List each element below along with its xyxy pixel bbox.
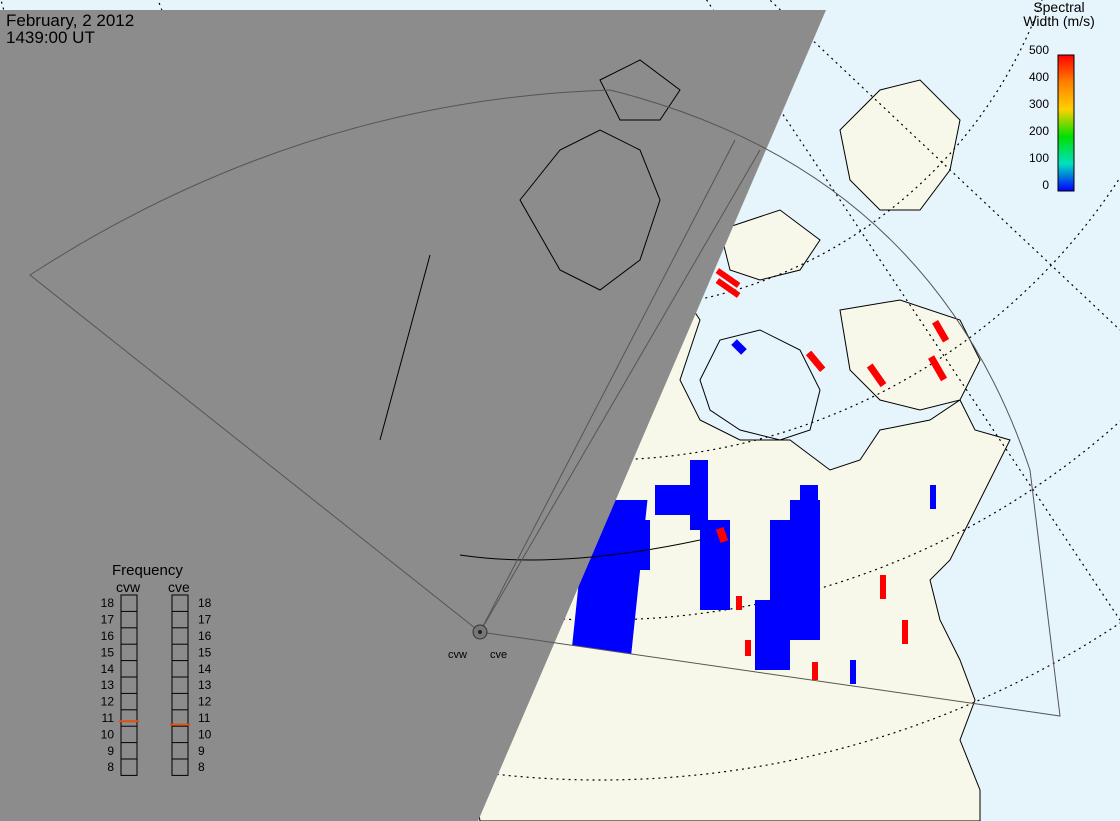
fov-outline: [29, 89, 1061, 717]
color-scale-tick-200: 200: [1029, 124, 1049, 138]
frequency-level-right-11: 11: [198, 711, 211, 725]
us-canada-border: [459, 539, 701, 561]
political-borders: [379, 59, 701, 561]
color-scale-ticks: 500 400 300 200 100 0: [1029, 43, 1049, 192]
color-scale-bar: [1057, 54, 1075, 192]
frequency-title: Frequency: [112, 562, 183, 579]
color-scale: 500 400 300 200 100 0: [1029, 43, 1075, 192]
frequency-col-east: cve: [168, 579, 190, 595]
frequency-level-left-15: 15: [101, 645, 115, 659]
frequency-level-right-9: 9: [198, 744, 205, 758]
frequency-level-right-13: 13: [198, 678, 212, 692]
color-scale-tick-0: 0: [1042, 178, 1049, 192]
date-label: February, 2 2012: [6, 11, 135, 30]
frequency-level-left-12: 12: [101, 695, 115, 709]
frequency-level-right-15: 15: [198, 645, 212, 659]
arctic-islands: [519, 129, 661, 291]
frequency-level-right-16: 16: [198, 629, 212, 643]
frequency-level-right-8: 8: [198, 760, 205, 774]
frequency-level-left-11: 11: [102, 711, 115, 725]
frequency-col-west: cvw: [116, 579, 141, 595]
frequency-panel: Frequency cvw cve 18 18 17 17 16 16 15 15 14 14 13…: [101, 562, 212, 776]
alaska-canada-border: [379, 254, 431, 441]
frequency-column-cve_value: [171, 594, 189, 776]
radar-label-west: cvw: [448, 649, 467, 661]
night-shading: [0, 10, 826, 821]
frequency-level-left-13: 13: [101, 678, 115, 692]
frequency-level-left-14: 14: [101, 662, 115, 676]
hudson-bay-water: [699, 329, 821, 441]
frequency-level-left-18: 18: [101, 596, 115, 610]
frequency-level-right-10: 10: [198, 727, 212, 741]
arctic-islands-2: [599, 59, 681, 121]
frequency-level-left-9: 9: [107, 744, 114, 758]
frequency-level-left-17: 17: [101, 613, 115, 627]
frequency-level-left-8: 8: [107, 760, 114, 774]
frequency-column-cvw_value: [120, 594, 138, 776]
baffin-island: [719, 209, 821, 281]
frequency-level-right-18: 18: [198, 596, 212, 610]
frequency-level-right-14: 14: [198, 662, 212, 676]
labrador-peninsula: [839, 299, 981, 411]
color-scale-title-line1: Spectral: [1033, 0, 1085, 15]
frequency-cells: 18 18 17 17 16 16 15 15 14 14 13 13 12 12 11 11 10 10 9 9 8 8: [101, 594, 212, 776]
color-scale-tick-100: 100: [1029, 151, 1049, 165]
radar-label-east: cve: [490, 649, 507, 661]
color-scale-tick-400: 400: [1029, 70, 1049, 84]
color-scale-title-line2: Width (m/s): [1023, 13, 1095, 29]
radar-site-center: [478, 630, 482, 634]
frequency-level-right-17: 17: [198, 613, 212, 627]
frequency-level-right-12: 12: [198, 695, 212, 709]
color-scale-tick-300: 300: [1029, 97, 1049, 111]
time-label: 1439:00 UT: [6, 28, 95, 47]
frequency-level-left-16: 16: [101, 629, 115, 643]
frequency-level-left-10: 10: [101, 727, 115, 741]
color-scale-tick-500: 500: [1029, 43, 1049, 57]
